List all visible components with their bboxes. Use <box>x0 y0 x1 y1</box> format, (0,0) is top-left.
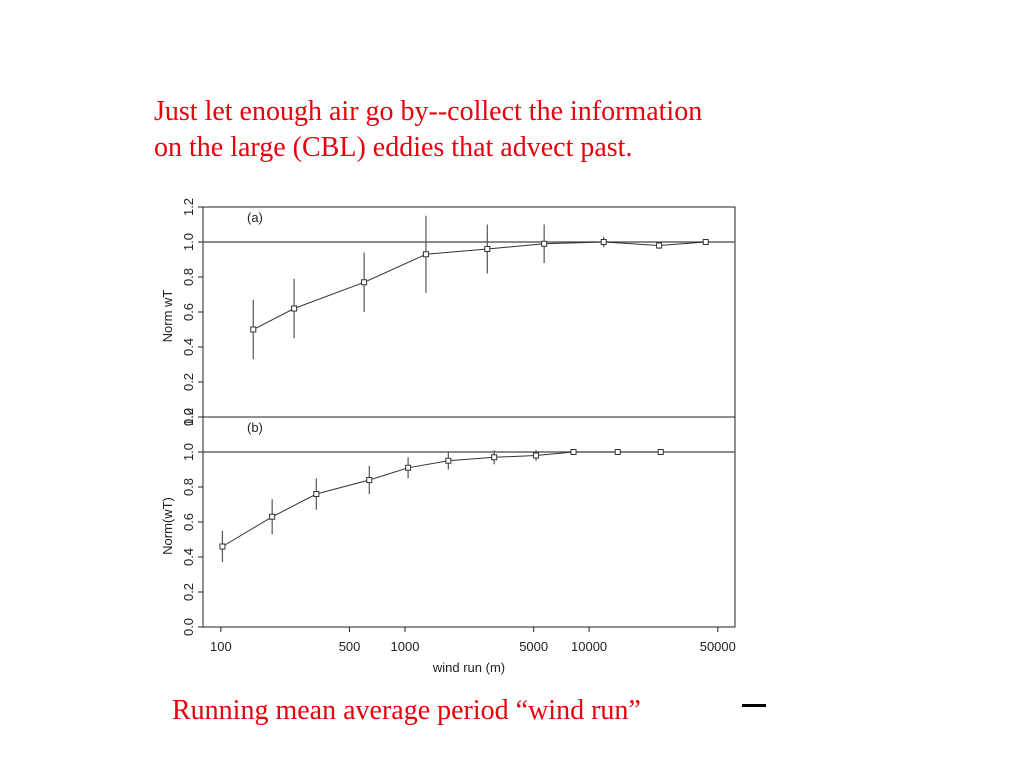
panel-b-data-point <box>219 543 226 550</box>
panel-a-label: (a) <box>247 210 263 225</box>
panel-a-data-point <box>702 239 709 245</box>
panel-a-data-point <box>291 305 298 312</box>
panel-b-frame <box>202 416 736 628</box>
panel-b-xlabel: wind run (m) <box>432 660 505 675</box>
panel-b-ytick-label: 0.4 <box>181 548 196 566</box>
panel-b-label: (b) <box>247 420 263 435</box>
panel-a-ytick-label: 1.0 <box>181 233 196 251</box>
panel-a-ytick-label: 1.2 <box>181 198 196 216</box>
caption-dash-mark <box>742 704 766 707</box>
panel-a-data-point <box>600 239 607 245</box>
heading-line-2: on the large (CBL) eddies that advect pa… <box>154 132 633 163</box>
panel-b-xtick-label: 10000 <box>571 639 607 654</box>
panel-b-data-point <box>614 449 621 455</box>
panel-b-xtick-label: 50000 <box>700 639 736 654</box>
panel-a-ytick-label: 0.2 <box>181 373 196 391</box>
panel-b-ylabel: Norm(wT) <box>160 497 175 555</box>
panel-a-ytick-label: 0.4 <box>181 338 196 356</box>
panel-b-xtick-label: 500 <box>339 639 361 654</box>
panel-a-ylabel: Norm wT <box>160 290 175 343</box>
panel-b-ytick-label: 0.6 <box>181 513 196 531</box>
panel-b-data-point <box>570 449 577 455</box>
panel-b-data-point <box>405 464 412 471</box>
panel-b-ytick-label: 1.0 <box>181 443 196 461</box>
panel-a-data-point <box>656 242 663 249</box>
panel-b-data-point <box>366 477 373 483</box>
panel-a-ytick-label: 0.0 <box>181 408 196 426</box>
panel-b-data-point <box>657 449 664 455</box>
panel-a-data-point <box>422 251 429 258</box>
panel-b-xtick-label: 100 <box>210 639 232 654</box>
panel-a-data-point <box>484 246 491 252</box>
panel-b-xtick-label: 5000 <box>519 639 548 654</box>
slide-caption: Running mean average period “wind run” <box>172 695 641 726</box>
panel-b-ytick-label: 0.8 <box>181 478 196 496</box>
panel-b-xtick-label: 1000 <box>391 639 420 654</box>
panel-b-data-point <box>491 454 498 461</box>
panel-a-data-point <box>250 326 257 333</box>
slide-heading: Just let enough air go by--collect the i… <box>154 94 874 166</box>
panel-a-data-point <box>361 279 368 286</box>
panel-b-ytick-label: 0.2 <box>181 583 196 601</box>
panel-b-ytick-label: 1.2 <box>181 408 196 426</box>
panel-a-frame <box>202 206 736 418</box>
panel-b-ytick-label: 0.0 <box>181 618 196 636</box>
panel-a-ytick-label: 0.8 <box>181 268 196 286</box>
panel-a-ytick-label: 0.6 <box>181 303 196 321</box>
panel-b-data-point <box>269 513 276 520</box>
panel-b-data-point <box>533 452 540 459</box>
panel-a-series-line <box>253 241 706 330</box>
panel-b-data-point <box>445 457 452 464</box>
panel-a-data-point <box>541 240 548 247</box>
heading-line-1: Just let enough air go by--collect the i… <box>154 96 703 127</box>
panel-b-data-point <box>313 491 320 497</box>
panel-b-series-line <box>222 451 661 547</box>
